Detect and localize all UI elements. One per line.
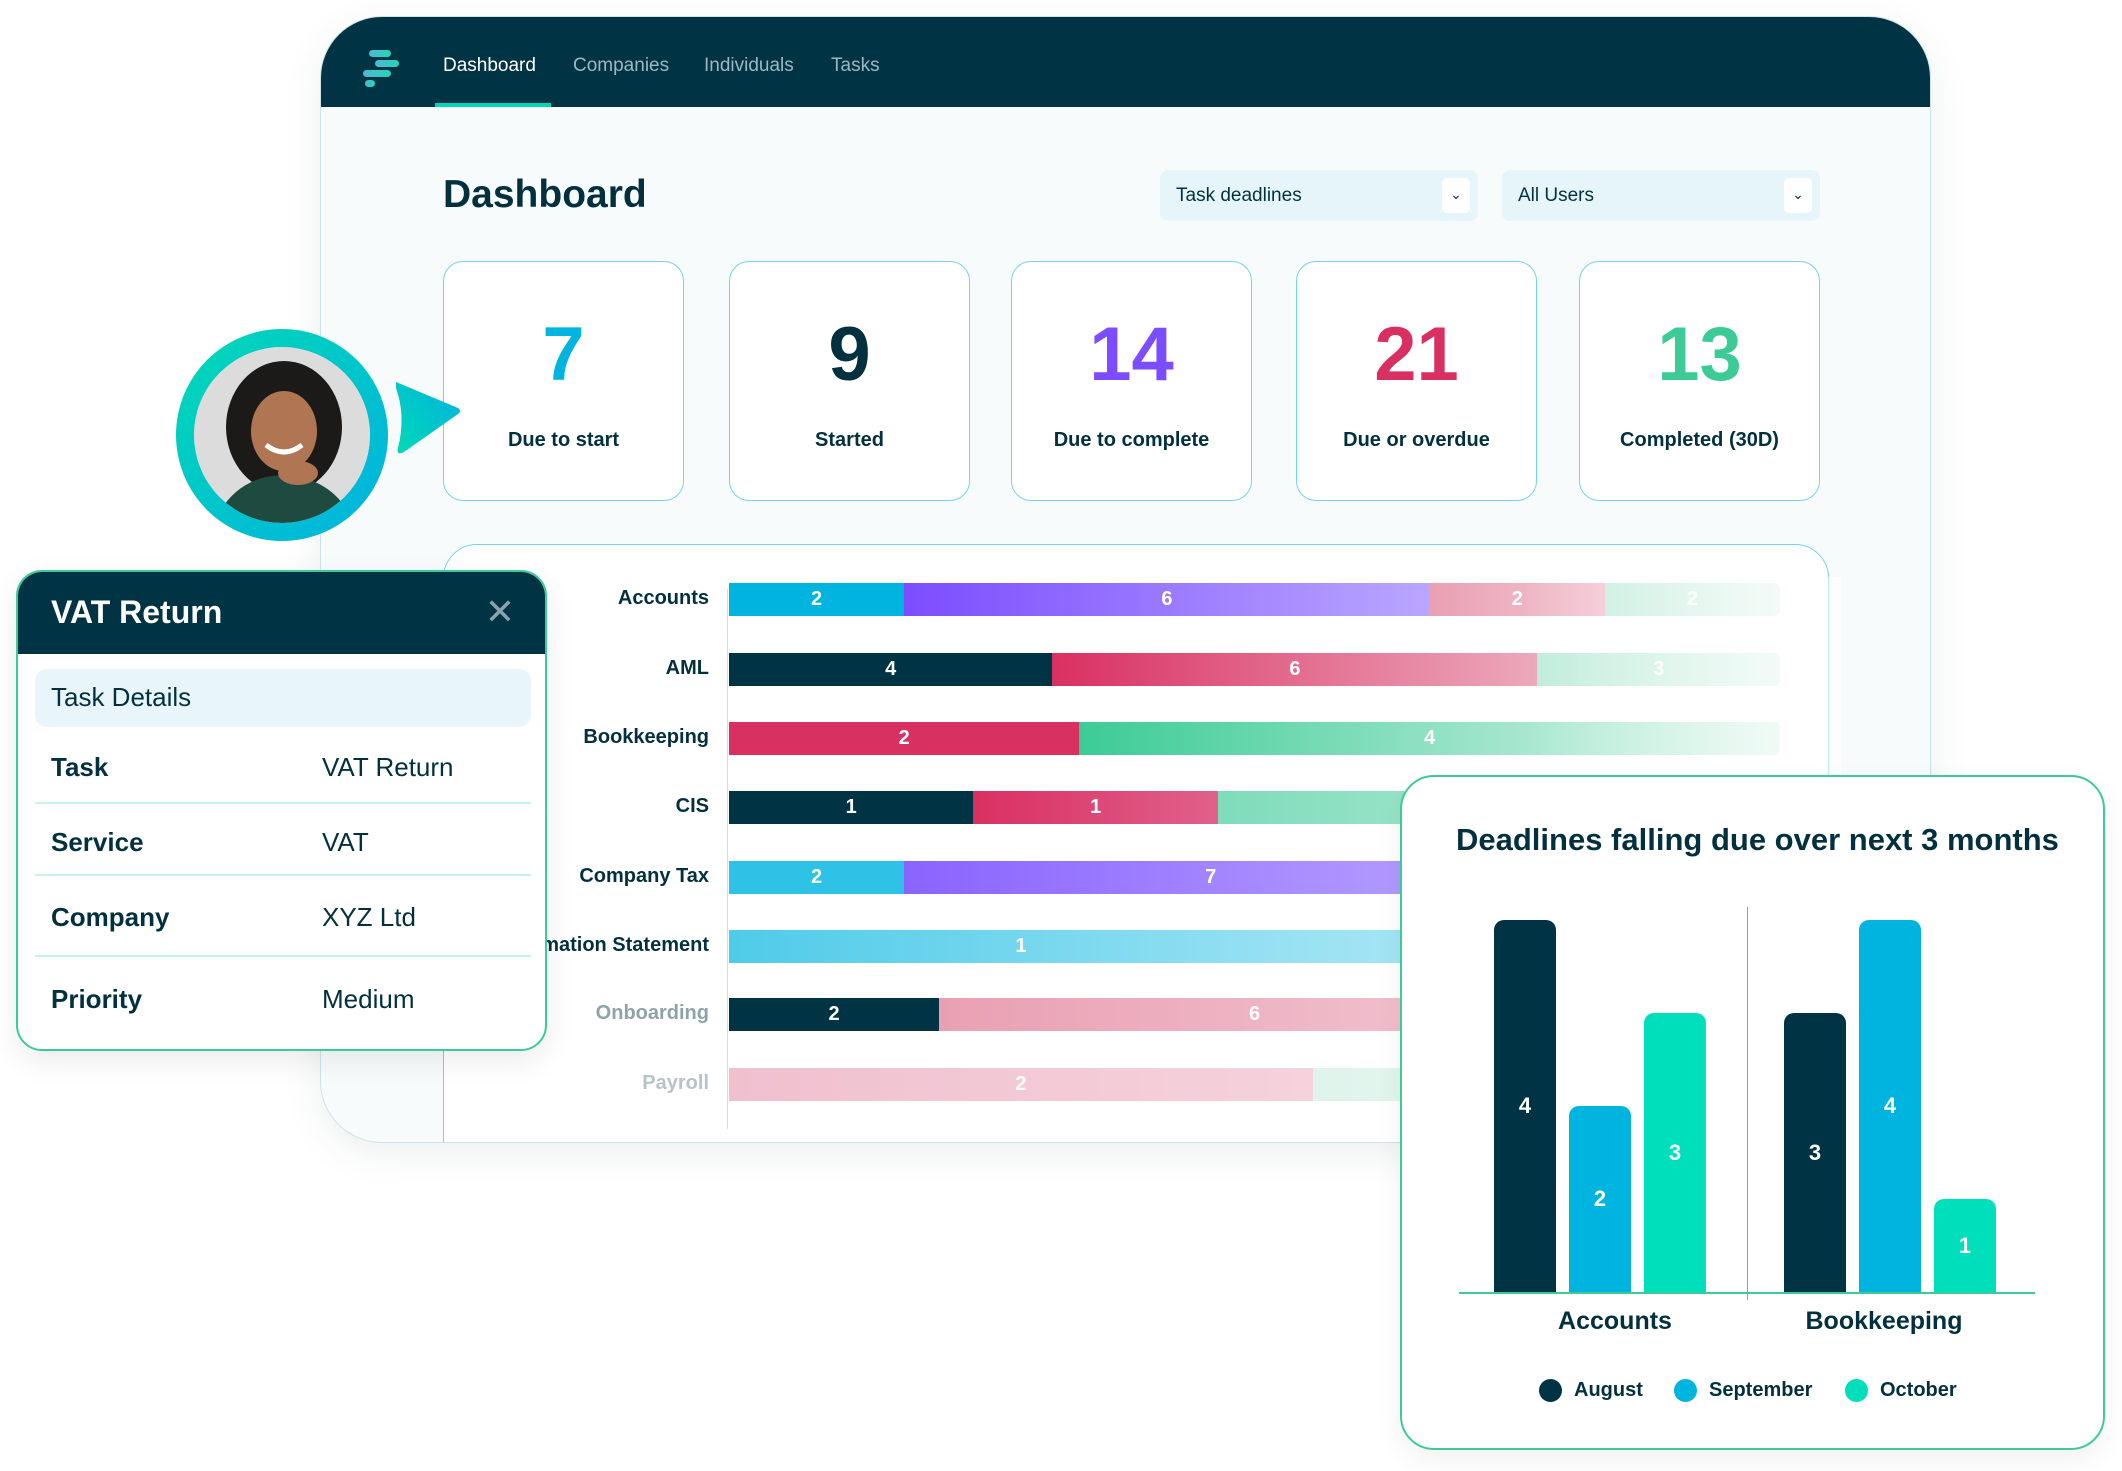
bar-accounts-august[interactable]: 4 bbox=[1494, 920, 1556, 1292]
row-label: CIS bbox=[675, 795, 709, 817]
row-label: Onboarding bbox=[595, 1002, 709, 1024]
tab-companies[interactable]: Companies bbox=[573, 55, 670, 76]
bar-value-label: 2 bbox=[1593, 1186, 1607, 1211]
chevron-down-icon: ⌄ bbox=[1442, 178, 1470, 213]
stat-card-due-or-overdue[interactable]: 21 Due or overdue bbox=[1296, 261, 1537, 501]
divider bbox=[35, 955, 531, 957]
stat-value: 14 bbox=[1089, 312, 1174, 397]
bar-segment[interactable]: 6 bbox=[904, 583, 1430, 616]
bar-segment[interactable]: 2 bbox=[729, 998, 940, 1031]
bar-value-label: 4 bbox=[1518, 1093, 1532, 1118]
stat-label: Due to complete bbox=[1053, 429, 1210, 451]
avatar-photo bbox=[194, 347, 370, 523]
bar-segment[interactable]: 2 bbox=[729, 722, 1080, 755]
stat-card-completed-30d-[interactable]: 13 Completed (30D) bbox=[1579, 261, 1820, 501]
pointer-arrow-icon bbox=[396, 382, 460, 454]
row-label: Company Tax bbox=[579, 865, 709, 887]
detail-row-service: Service VAT bbox=[35, 807, 531, 881]
stat-card-due-to-start[interactable]: 7 Due to start bbox=[443, 261, 684, 501]
detail-value: XYZ Ltd bbox=[322, 902, 416, 932]
chevron-down-icon: ⌄ bbox=[1784, 178, 1812, 213]
detail-row-priority: Priority Medium bbox=[35, 964, 531, 1038]
detail-key: Task bbox=[51, 752, 109, 782]
detail-row-task: Task VAT Return bbox=[35, 732, 531, 806]
legend-dot-icon bbox=[1674, 1379, 1697, 1402]
bar-value-label: 4 bbox=[1883, 1093, 1897, 1118]
user-filter-dropdown[interactable]: All Users ⌄ bbox=[1502, 170, 1820, 221]
group-divider bbox=[1747, 907, 1748, 1300]
row-label: AML bbox=[665, 657, 709, 679]
tab-individuals[interactable]: Individuals bbox=[704, 55, 794, 76]
bar-segment[interactable]: 4 bbox=[729, 653, 1053, 686]
stat-label: Completed (30D) bbox=[1620, 429, 1779, 451]
stat-value: 21 bbox=[1374, 312, 1459, 397]
bar-segment[interactable]: 1 bbox=[973, 791, 1218, 824]
bar-segment[interactable]: 6 bbox=[1052, 653, 1538, 686]
bar-segment[interactable]: 1 bbox=[729, 791, 974, 824]
close-icon[interactable]: ✕ bbox=[484, 591, 515, 632]
top-navbar: Dashboard Companies Individuals Tasks bbox=[321, 17, 1930, 107]
legend-dot-icon bbox=[1845, 1379, 1868, 1402]
bar-value-label: 1 bbox=[1958, 1232, 1972, 1258]
divider bbox=[35, 874, 531, 876]
tab-tasks[interactable]: Tasks bbox=[831, 55, 880, 76]
user-avatar bbox=[176, 329, 388, 541]
stat-label: Started bbox=[815, 429, 884, 451]
stat-label: Due to start bbox=[507, 429, 620, 451]
divider bbox=[35, 802, 531, 804]
detail-key: Service bbox=[51, 827, 144, 857]
bar-value-label: 3 bbox=[1808, 1139, 1822, 1165]
chart-axis bbox=[727, 589, 728, 1129]
bar-segment[interactable]: 1 bbox=[729, 930, 1313, 963]
detail-row-company: Company XYZ Ltd bbox=[35, 882, 531, 956]
stat-value: 13 bbox=[1657, 312, 1742, 397]
bar-segment[interactable]: 2 bbox=[729, 861, 905, 894]
detail-value: VAT bbox=[322, 827, 369, 857]
legend-label: August bbox=[1574, 1379, 1643, 1401]
legend-label: October bbox=[1880, 1379, 1957, 1401]
legend-label: September bbox=[1709, 1379, 1813, 1401]
detail-value: Medium bbox=[322, 984, 415, 1014]
logo-icon[interactable] bbox=[363, 50, 403, 98]
active-tab-indicator bbox=[435, 103, 551, 107]
row-label: Accounts bbox=[617, 587, 709, 609]
bar-segment[interactable]: 2 bbox=[729, 583, 905, 616]
bar-accounts-october[interactable]: 3 bbox=[1644, 1013, 1706, 1292]
legend-item-august[interactable]: August bbox=[1539, 1379, 1643, 1402]
stat-card-started[interactable]: 9 Started bbox=[729, 261, 970, 501]
detail-value: VAT Return bbox=[322, 752, 454, 782]
deadlines-bar-chart-card: Deadlines falling due over next 3 months… bbox=[1400, 775, 2105, 1450]
popup-header: VAT Return ✕ bbox=[18, 572, 545, 654]
page-title: Dashboard bbox=[443, 173, 647, 216]
row-label: Payroll bbox=[642, 1072, 709, 1094]
bar-bookkeeping-september[interactable]: 4 bbox=[1859, 920, 1921, 1292]
category-label: Accounts bbox=[1558, 1307, 1672, 1335]
detail-key: Company bbox=[51, 902, 170, 932]
stat-value: 7 bbox=[542, 312, 585, 397]
popup-title: VAT Return bbox=[51, 594, 223, 630]
legend-item-september[interactable]: September bbox=[1674, 1379, 1812, 1402]
bar-accounts-september[interactable]: 2 bbox=[1569, 1106, 1631, 1292]
detail-key: Priority bbox=[51, 984, 143, 1014]
bar-value-label: 3 bbox=[1668, 1139, 1682, 1165]
category-label: Bookkeeping bbox=[1805, 1307, 1963, 1335]
stat-label: Due or overdue bbox=[1343, 429, 1490, 451]
stat-value: 9 bbox=[828, 312, 871, 397]
chart-title: Deadlines falling due over next 3 months bbox=[1456, 822, 2059, 857]
bar-bookkeeping-august[interactable]: 3 bbox=[1784, 1013, 1846, 1292]
bar-bookkeeping-october[interactable]: 1 bbox=[1934, 1199, 1996, 1292]
task-details-heading: Task Details bbox=[35, 669, 531, 727]
task-detail-popup: VAT Return ✕ Task Details Task VAT Return… bbox=[16, 570, 547, 1051]
row-label: Bookkeeping bbox=[583, 726, 709, 748]
deadline-type-dropdown[interactable]: Task deadlines ⌄ bbox=[1160, 170, 1478, 221]
bar-segment[interactable]: 2 bbox=[729, 1068, 1313, 1101]
legend-dot-icon bbox=[1539, 1379, 1562, 1402]
dropdown-value: Task deadlines bbox=[1176, 185, 1302, 206]
dropdown-value: All Users bbox=[1518, 185, 1595, 206]
tab-dashboard[interactable]: Dashboard bbox=[443, 55, 536, 76]
stat-card-due-to-complete[interactable]: 14 Due to complete bbox=[1011, 261, 1252, 501]
legend-item-october[interactable]: October bbox=[1845, 1379, 1957, 1402]
